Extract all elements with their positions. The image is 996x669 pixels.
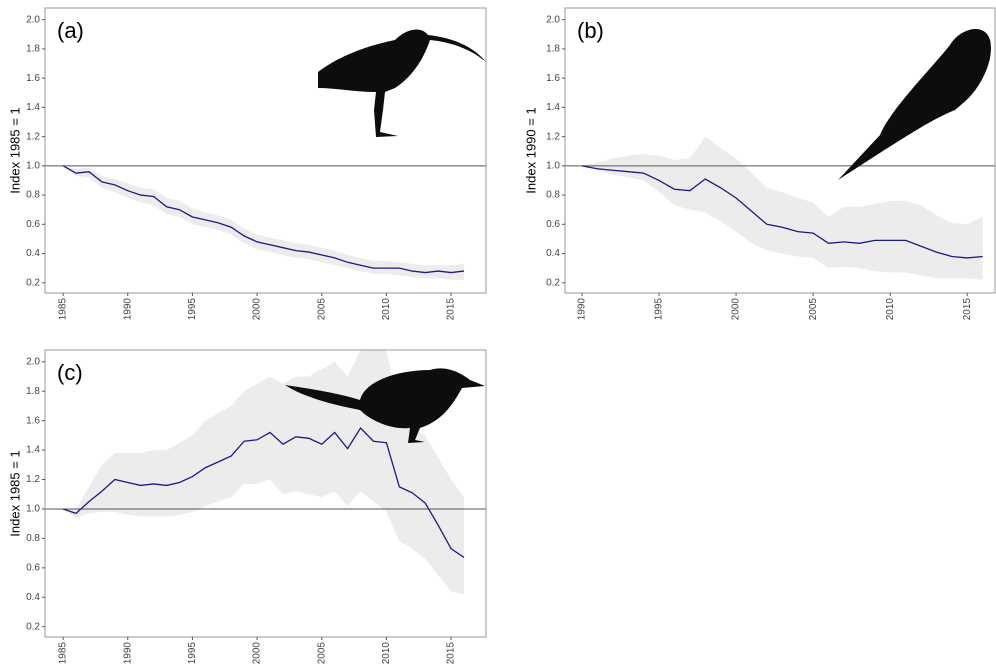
- y-tick-label: 0.4: [26, 248, 40, 259]
- x-tick-label: 1985: [58, 298, 69, 321]
- y-tick-label: 1.6: [26, 415, 40, 426]
- y-tick-label: 1.6: [26, 73, 40, 84]
- parrot-silhouette: [838, 29, 991, 180]
- x-tick-label: 2000: [252, 642, 263, 665]
- y-tick-label: 1.4: [546, 102, 560, 113]
- y-tick-label: 1.2: [26, 131, 40, 142]
- x-tick-label: 2005: [316, 298, 327, 321]
- confidence-band: [63, 165, 465, 280]
- y-tick-label: 2.0: [546, 14, 560, 25]
- y-tick-label: 2.0: [26, 356, 40, 367]
- y-tick-label: 1.2: [26, 474, 40, 485]
- plot-border: [564, 7, 996, 294]
- x-tick-label: 2015: [446, 642, 457, 665]
- y-tick-label: 1.0: [546, 160, 560, 171]
- panel-label: (b): [577, 18, 604, 43]
- y-tick-label: 1.6: [546, 73, 560, 84]
- confidence-band: [581, 136, 983, 280]
- y-axis-label: Index 1985 = 1: [7, 450, 22, 536]
- y-tick-label: 0.4: [26, 592, 40, 603]
- index-line: [62, 165, 465, 274]
- x-tick-label: 1995: [654, 298, 665, 321]
- x-tick-label: 2010: [381, 642, 392, 665]
- index-line: [581, 165, 983, 259]
- y-tick-label: 0.6: [546, 219, 560, 230]
- x-tick-label: 1990: [122, 298, 133, 321]
- y-tick-label: 1.0: [26, 504, 40, 515]
- x-tick-label: 1995: [187, 298, 198, 321]
- x-tick-label: 1990: [122, 642, 133, 665]
- x-tick-label: 2000: [252, 298, 263, 321]
- x-tick-label: 2015: [446, 298, 457, 321]
- y-tick-label: 1.8: [26, 386, 40, 397]
- silhouettes: [285, 29, 991, 443]
- x-tick-label: 1990: [577, 298, 588, 321]
- x-tick-label: 2000: [731, 298, 742, 321]
- y-tick-label: 0.2: [26, 277, 40, 288]
- x-tick-label: 2005: [316, 642, 327, 665]
- y-tick-label: 0.2: [26, 621, 40, 632]
- y-tick-label: 0.6: [26, 219, 40, 230]
- y-tick-label: 0.2: [546, 277, 560, 288]
- x-tick-label: 1995: [187, 642, 198, 665]
- y-tick-label: 1.4: [26, 445, 40, 456]
- y-tick-label: 1.8: [546, 44, 560, 55]
- x-tick-label: 1985: [58, 642, 69, 665]
- y-tick-label: 0.8: [26, 190, 40, 201]
- x-tick-label: 2015: [962, 298, 973, 321]
- x-tick-label: 2010: [381, 298, 392, 321]
- y-tick-label: 1.2: [546, 131, 560, 142]
- y-tick-label: 1.8: [26, 44, 40, 55]
- y-tick-label: 0.8: [26, 533, 40, 544]
- plot-border: [44, 349, 487, 638]
- bird-silhouette: [285, 368, 485, 443]
- y-tick-label: 1.0: [26, 160, 40, 171]
- y-tick-label: 1.4: [26, 102, 40, 113]
- x-tick-label: 2010: [885, 298, 896, 321]
- x-tick-label: 2005: [808, 298, 819, 321]
- curlew-silhouette: [318, 29, 486, 137]
- y-tick-label: 0.6: [26, 562, 40, 573]
- y-tick-label: 0.8: [546, 190, 560, 201]
- panel-label: (a): [57, 18, 84, 43]
- y-tick-label: 2.0: [26, 14, 40, 25]
- y-axis-label: Index 1990 = 1: [523, 107, 538, 193]
- y-tick-label: 0.4: [546, 248, 560, 259]
- y-axis-label: Index 1985 = 1: [7, 107, 22, 193]
- index-line: [62, 426, 465, 559]
- plot-border: [44, 7, 487, 294]
- panel-label: (c): [57, 360, 83, 385]
